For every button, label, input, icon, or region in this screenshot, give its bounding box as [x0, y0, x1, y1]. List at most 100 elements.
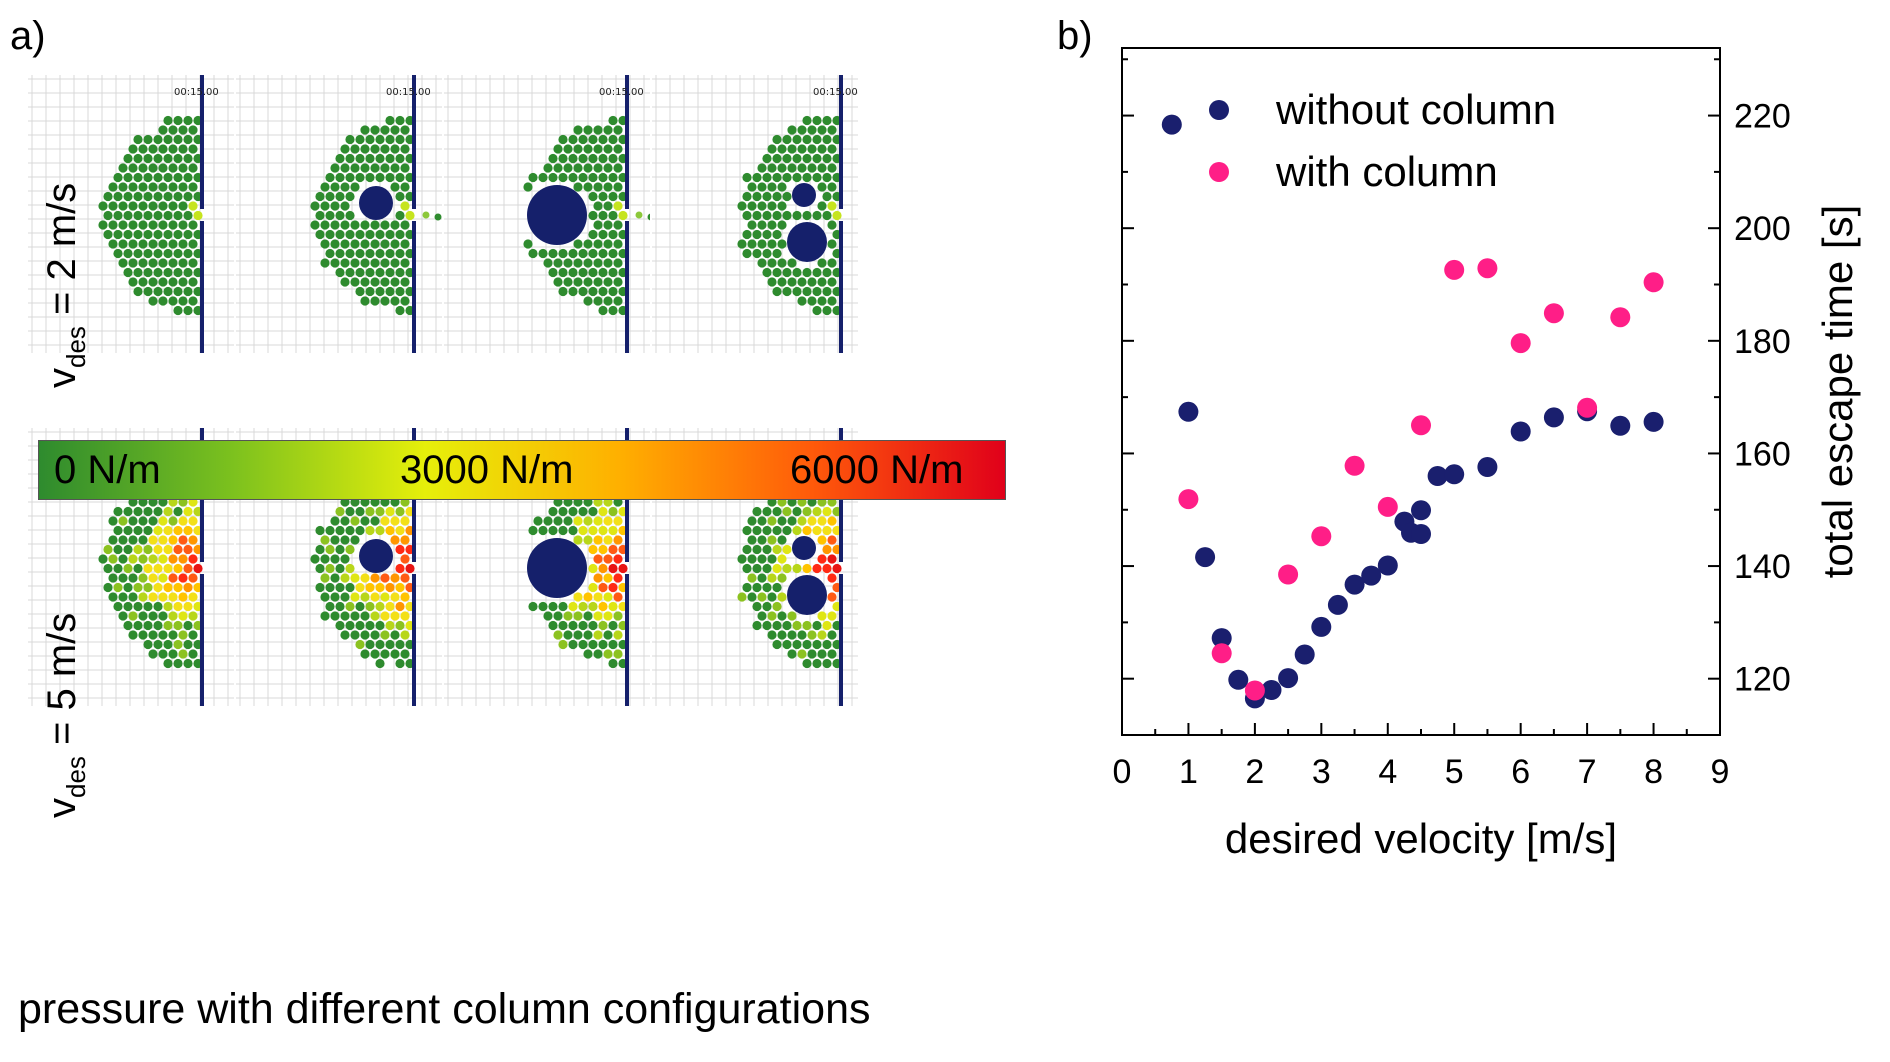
pedestrian: [608, 620, 618, 631]
row-label-top-v: v: [40, 368, 84, 388]
pedestrian: [817, 277, 827, 287]
pedestrian: [563, 258, 573, 268]
pedestrian: [173, 563, 183, 574]
pedestrian: [578, 267, 588, 278]
pedestrian: [827, 163, 837, 173]
pedestrian: [153, 286, 163, 297]
pedestrian: [558, 153, 568, 164]
pedestrian: [138, 554, 148, 564]
pedestrian: [603, 554, 613, 564]
pedestrian: [777, 258, 787, 268]
pedestrian: [767, 182, 777, 192]
pedestrian: [390, 220, 400, 230]
pedestrian: [568, 525, 578, 536]
pedestrian: [593, 592, 603, 602]
pedestrian: [777, 239, 787, 249]
x-tick-label: 7: [1578, 753, 1597, 791]
pedestrian: [558, 286, 568, 297]
pedestrian: [163, 506, 173, 517]
pedestrian: [173, 601, 183, 612]
pedestrian: [153, 506, 163, 517]
pedestrian: [817, 630, 827, 640]
pedestrian: [613, 611, 623, 621]
pedestrian: [385, 582, 395, 593]
pedestrian: [143, 544, 153, 555]
pedestrian: [742, 172, 752, 183]
pedestrian: [128, 277, 138, 287]
pedestrian: [613, 201, 623, 211]
pedestrian: [385, 248, 395, 259]
pedestrian: [573, 163, 583, 173]
pedestrian: [148, 611, 158, 621]
pedestrian: [608, 229, 618, 240]
pedestrian: [158, 592, 168, 602]
pedestrian: [553, 630, 563, 640]
pedestrian: [742, 191, 752, 202]
pedestrian: [133, 563, 143, 574]
pedestrian: [178, 592, 188, 602]
pedestrian: [553, 516, 563, 526]
pedestrian: [772, 210, 782, 221]
pedestrian: [573, 182, 583, 192]
pedestrian: [133, 620, 143, 631]
pedestrian: [143, 210, 153, 221]
pedestrian: [613, 554, 623, 564]
pedestrian: [792, 620, 802, 631]
pedestrian: [360, 649, 370, 659]
data-point: [1377, 555, 1398, 576]
pedestrian: [178, 649, 188, 659]
escape-time-chart: 0 1 2 3 4 5 6 7 8 9 120 140 160 180 200 220 desired velo…: [1113, 47, 1861, 862]
pedestrian: [173, 210, 183, 221]
pedestrian: [355, 582, 365, 593]
pedestrian: [548, 620, 558, 631]
pedestrian: [400, 573, 410, 583]
pedestrian: [330, 182, 340, 192]
pedestrian: [573, 144, 583, 154]
pedestrian: [777, 144, 787, 154]
pedestrian: [320, 535, 330, 545]
pedestrian: [98, 554, 108, 564]
pedestrian: [573, 630, 583, 640]
pedestrian: [390, 573, 400, 583]
pedestrian: [752, 544, 762, 555]
pedestrian: [133, 286, 143, 297]
pedestrian: [593, 239, 603, 249]
pedestrian: [360, 163, 370, 173]
pedestrian: [350, 277, 360, 287]
pedestrian: [395, 229, 405, 240]
pedestrian: [128, 144, 138, 154]
column-obstacle: [359, 186, 393, 220]
pedestrian: [153, 191, 163, 202]
pedestrian: [168, 277, 178, 287]
pedestrian: [375, 582, 385, 593]
pedestrian: [375, 658, 385, 669]
pedestrian: [330, 516, 340, 526]
pedestrian: [340, 516, 350, 526]
pedestrian: [762, 191, 772, 202]
pedestrian: [593, 125, 603, 135]
pedestrian: [812, 620, 822, 631]
pedestrian: [802, 620, 812, 631]
pedestrian: [588, 286, 598, 297]
pedestrian: [128, 535, 138, 545]
pedestrian: [123, 582, 133, 593]
pedestrian: [558, 620, 568, 631]
pedestrian: [320, 554, 330, 564]
pedestrian: [792, 639, 802, 650]
pedestrian: [593, 220, 603, 230]
pedestrian: [583, 125, 593, 135]
pedestrian: [822, 134, 832, 145]
pedestrian: [163, 601, 173, 612]
pedestrian: [588, 563, 598, 574]
pedestrian: [158, 630, 168, 640]
pedestrian: [583, 630, 593, 640]
pedestrian: [345, 210, 355, 221]
pedestrian: [573, 516, 583, 526]
pedestrian: [360, 277, 370, 287]
pedestrian: [143, 229, 153, 240]
pedestrian: [325, 229, 335, 240]
pedestrian: [787, 144, 797, 154]
pedestrian: [608, 210, 618, 221]
pedestrian: [752, 620, 762, 631]
pedestrian: [752, 601, 762, 612]
